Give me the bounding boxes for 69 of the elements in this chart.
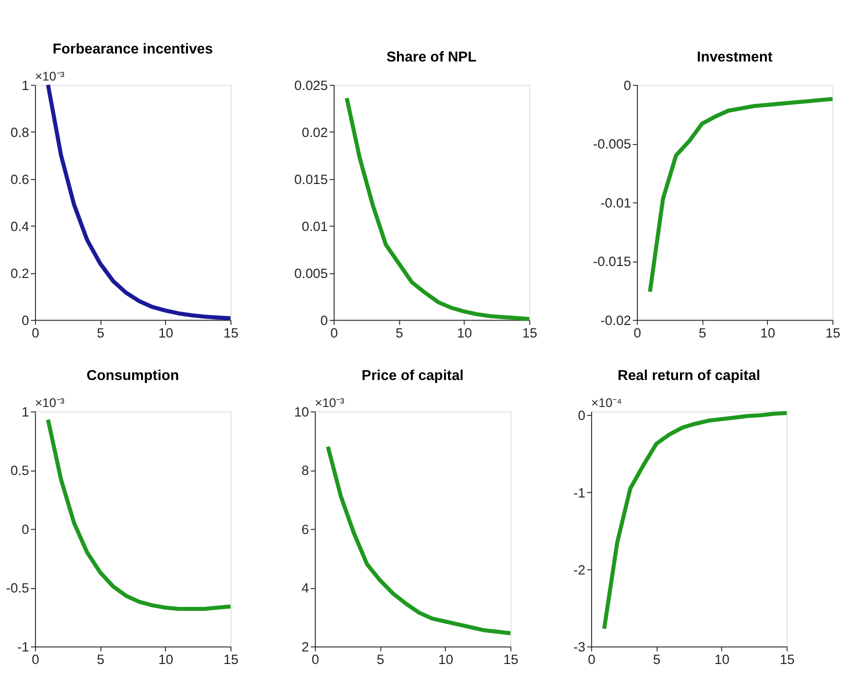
line-series	[46, 418, 233, 611]
x-tick-label: 0	[634, 325, 642, 340]
y-tick-label: -0.015	[592, 254, 632, 270]
y-tick-label: 0.6	[10, 172, 30, 187]
y-tick-label: -2	[573, 562, 586, 578]
y-tick-label: 0.5	[10, 463, 30, 478]
x-tick-label: 0	[330, 325, 338, 340]
x-tick-label: 5	[653, 652, 661, 667]
chart-title: Forbearance incentives	[52, 41, 213, 58]
y-tick-label: -0.01	[600, 195, 632, 210]
x-tick-label: 5	[698, 325, 706, 340]
y-tick-label: 2	[302, 639, 310, 654]
line-series	[46, 82, 233, 320]
x-tick-label: 10	[158, 652, 174, 667]
x-tick-label: 10	[714, 652, 730, 667]
y-tick-label: -0.5	[6, 580, 30, 596]
y-tick-label: 6	[302, 522, 310, 537]
chart-title: Price of capital	[362, 368, 464, 384]
y-tick-label: 0.005	[294, 266, 328, 281]
y-tick-label: 0.01	[302, 218, 328, 234]
x-tick-label: 15	[224, 652, 238, 667]
x-tick-label: 10	[438, 652, 454, 667]
text: ×10⁻⁴	[591, 396, 622, 410]
x-tick-label: 15	[503, 652, 518, 667]
x-tick-label: 10	[760, 325, 776, 340]
chart-title: Share of NPL	[386, 50, 477, 66]
y-tick-label: 1	[22, 404, 30, 420]
y-tick-label: -0.02	[600, 312, 632, 328]
y-tick-label: 8	[302, 463, 310, 478]
line-series	[602, 410, 789, 631]
y-tick-label: 0	[22, 522, 30, 537]
text: ×10⁻³	[34, 69, 64, 84]
y-tick-label: 0	[624, 78, 632, 93]
y-tick-label: 0.2	[10, 266, 30, 281]
text: ×10⁻³	[34, 396, 64, 410]
x-tick-label: 0	[32, 652, 40, 667]
y-tick-label: 0.4	[10, 218, 30, 234]
chart-title: Investment	[696, 50, 773, 66]
y-tick-label: -3	[573, 639, 586, 654]
y-tick-label: 0.02	[302, 124, 328, 140]
x-tick-label: 5	[96, 325, 104, 340]
y-tick-label: -0.005	[592, 136, 632, 152]
line-series	[344, 96, 532, 321]
x-tick-label: 15	[224, 325, 238, 340]
chart-title: Consumption	[86, 368, 179, 384]
x-tick-label: 0	[32, 325, 40, 340]
text: ×10⁻³	[314, 396, 344, 410]
chart-title: Real return of capital	[618, 368, 760, 384]
x-tick-label: 15	[522, 325, 538, 340]
y-tick-label: 4	[302, 580, 310, 596]
y-tick-label: 0	[22, 312, 30, 328]
x-tick-label: 15	[780, 652, 795, 667]
x-tick-label: 5	[376, 652, 384, 667]
y-tick-label: -1	[573, 485, 586, 500]
x-tick-label: 15	[825, 325, 840, 340]
y-tick-label: 0	[320, 312, 328, 328]
y-tick-label: 0	[578, 408, 586, 424]
y-tick-label: -1	[17, 639, 30, 654]
line-series	[648, 96, 834, 294]
y-tick-label: 0.015	[294, 172, 328, 187]
x-tick-label: 10	[158, 325, 174, 340]
line-series	[326, 444, 512, 636]
x-tick-label: 5	[96, 652, 104, 667]
y-tick-label: 10	[294, 404, 310, 420]
y-tick-label: 0.025	[294, 78, 328, 93]
x-tick-label: 10	[457, 325, 472, 340]
y-tick-label: 0.8	[10, 124, 30, 140]
x-tick-label: 5	[396, 325, 404, 340]
y-tick-label: 1	[22, 78, 30, 93]
